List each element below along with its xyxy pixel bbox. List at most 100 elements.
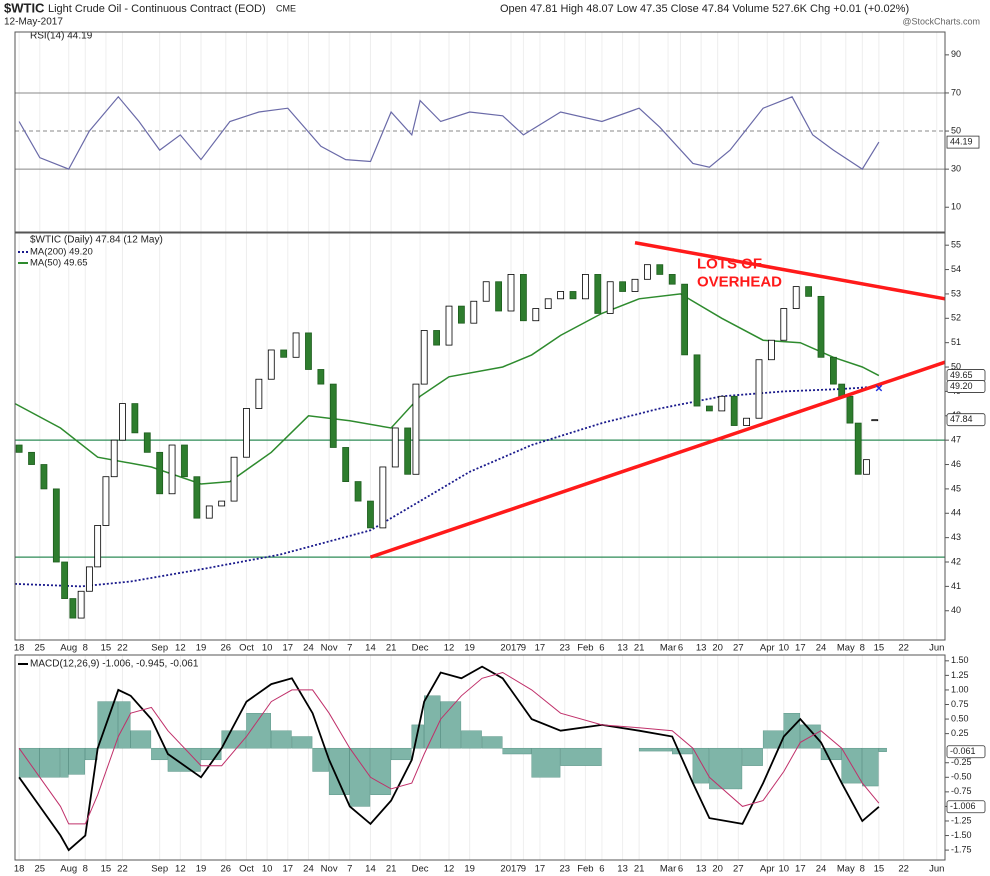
candle <box>143 432 151 453</box>
y-tick-label: 54 <box>951 264 961 274</box>
x-tick-label: 22 <box>117 864 128 875</box>
histogram-bar <box>328 747 350 795</box>
end-label: 44.19 <box>950 136 973 146</box>
candle <box>181 444 188 478</box>
candle <box>102 476 110 526</box>
candle <box>854 422 862 475</box>
x-tick-label: 22 <box>117 643 128 654</box>
x-tick-label: Nov <box>321 864 338 875</box>
y-tick-label: 50 <box>951 125 961 135</box>
x-tick-label: Aug <box>60 643 77 654</box>
x-tick-label: 14 <box>365 643 376 654</box>
x-tick-label: 26 <box>221 864 232 875</box>
histogram-bar <box>709 747 743 790</box>
x-tick-label: Jun <box>929 643 944 654</box>
candle <box>805 286 812 297</box>
x-tick-label: 15 <box>874 864 885 875</box>
candle <box>156 451 164 495</box>
x-tick-label: Dec <box>412 864 429 875</box>
candle <box>768 339 775 361</box>
histogram-bar <box>742 747 763 766</box>
y-tick-label: 52 <box>951 313 961 323</box>
candle <box>329 383 337 448</box>
candle <box>482 281 490 302</box>
x-tick-label: Sep <box>151 643 168 654</box>
x-tick-label: 8 <box>860 643 865 654</box>
candle <box>693 354 701 407</box>
candle <box>718 395 726 412</box>
candle <box>420 330 428 385</box>
y-tick-label: 53 <box>951 288 961 298</box>
x-tick-label: 6 <box>599 643 604 654</box>
x-tick-label: Dec <box>412 643 429 654</box>
x-tick-label: 13 <box>696 643 707 654</box>
candle <box>168 444 176 495</box>
legend-label: MA(200) 49.20 <box>30 247 93 258</box>
x-tick-label: 9 <box>521 643 526 654</box>
candle <box>86 566 93 592</box>
x-tick-label: 12 <box>175 643 186 654</box>
x-tick-label: 17 <box>535 864 546 875</box>
x-tick-label: 13 <box>696 864 707 875</box>
x-tick-label: 12 <box>444 864 455 875</box>
x-tick-label: 24 <box>303 643 314 654</box>
candle <box>354 481 362 502</box>
histogram-bar <box>502 747 532 755</box>
x-tick-label: 8 <box>860 864 865 875</box>
x-tick-label: 15 <box>874 643 885 654</box>
y-tick-label: 0.75 <box>951 699 969 709</box>
y-tick-label: -1.75 <box>951 844 972 854</box>
histogram-bar <box>390 747 412 761</box>
instrument-name: Light Crude Oil - Continuous Contract (E… <box>48 3 266 15</box>
x-tick-label: Apr <box>760 864 775 875</box>
x-tick-label: 19 <box>464 864 475 875</box>
symbol: $WTIC <box>4 0 45 15</box>
x-tick-label: 7 <box>347 643 352 654</box>
histogram-bar <box>68 747 85 775</box>
rsi-line <box>18 95 880 170</box>
x-tick-label: Nov <box>321 643 338 654</box>
x-tick-label: 7 <box>347 864 352 875</box>
histogram-bar <box>440 701 462 749</box>
x-tick-label: 2017 <box>500 643 521 654</box>
histogram-bar <box>531 747 561 778</box>
candle <box>743 417 750 426</box>
x-tick-label: 24 <box>816 643 827 654</box>
x-tick-label: 10 <box>779 864 790 875</box>
trendline <box>369 360 946 559</box>
candle <box>830 356 837 385</box>
candle <box>28 451 35 465</box>
candle <box>255 378 263 409</box>
histogram-bar <box>672 747 693 755</box>
histogram-bar <box>461 730 482 749</box>
candle <box>131 403 139 434</box>
x-tick-label: 24 <box>303 864 314 875</box>
candle <box>495 281 503 312</box>
candle <box>594 274 602 314</box>
x-tick-label: 20 <box>712 643 723 654</box>
x-tick-label: 19 <box>196 643 207 654</box>
y-tick-label: 0.25 <box>951 728 969 738</box>
y-tick-label: 70 <box>951 87 961 97</box>
candle <box>644 264 651 280</box>
histogram-bar <box>221 730 247 749</box>
candle <box>367 500 374 529</box>
candle <box>619 281 626 292</box>
histogram-bar <box>291 736 313 749</box>
x-tick-label: 22 <box>898 864 909 875</box>
x-tick-label: 6 <box>678 864 683 875</box>
x-tick-label: 21 <box>386 864 397 875</box>
x-tick-label: Sep <box>151 864 168 875</box>
candle <box>582 274 589 300</box>
histogram-bar <box>692 747 710 784</box>
x-tick-label: Mar <box>660 864 676 875</box>
candle <box>292 332 300 358</box>
x-tick-label: 13 <box>617 643 628 654</box>
end-label: 47.84 <box>950 414 973 424</box>
x-tick-label: 27 <box>733 643 744 654</box>
candle <box>520 274 527 322</box>
x-tick-label: 21 <box>386 643 397 654</box>
candle <box>863 459 870 475</box>
candle <box>119 403 126 441</box>
date: 12-May-2017 <box>4 17 63 28</box>
